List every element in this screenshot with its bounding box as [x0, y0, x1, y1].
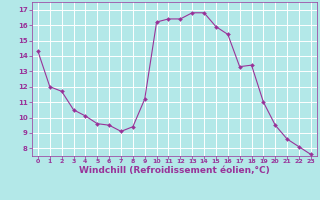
X-axis label: Windchill (Refroidissement éolien,°C): Windchill (Refroidissement éolien,°C) — [79, 166, 270, 175]
